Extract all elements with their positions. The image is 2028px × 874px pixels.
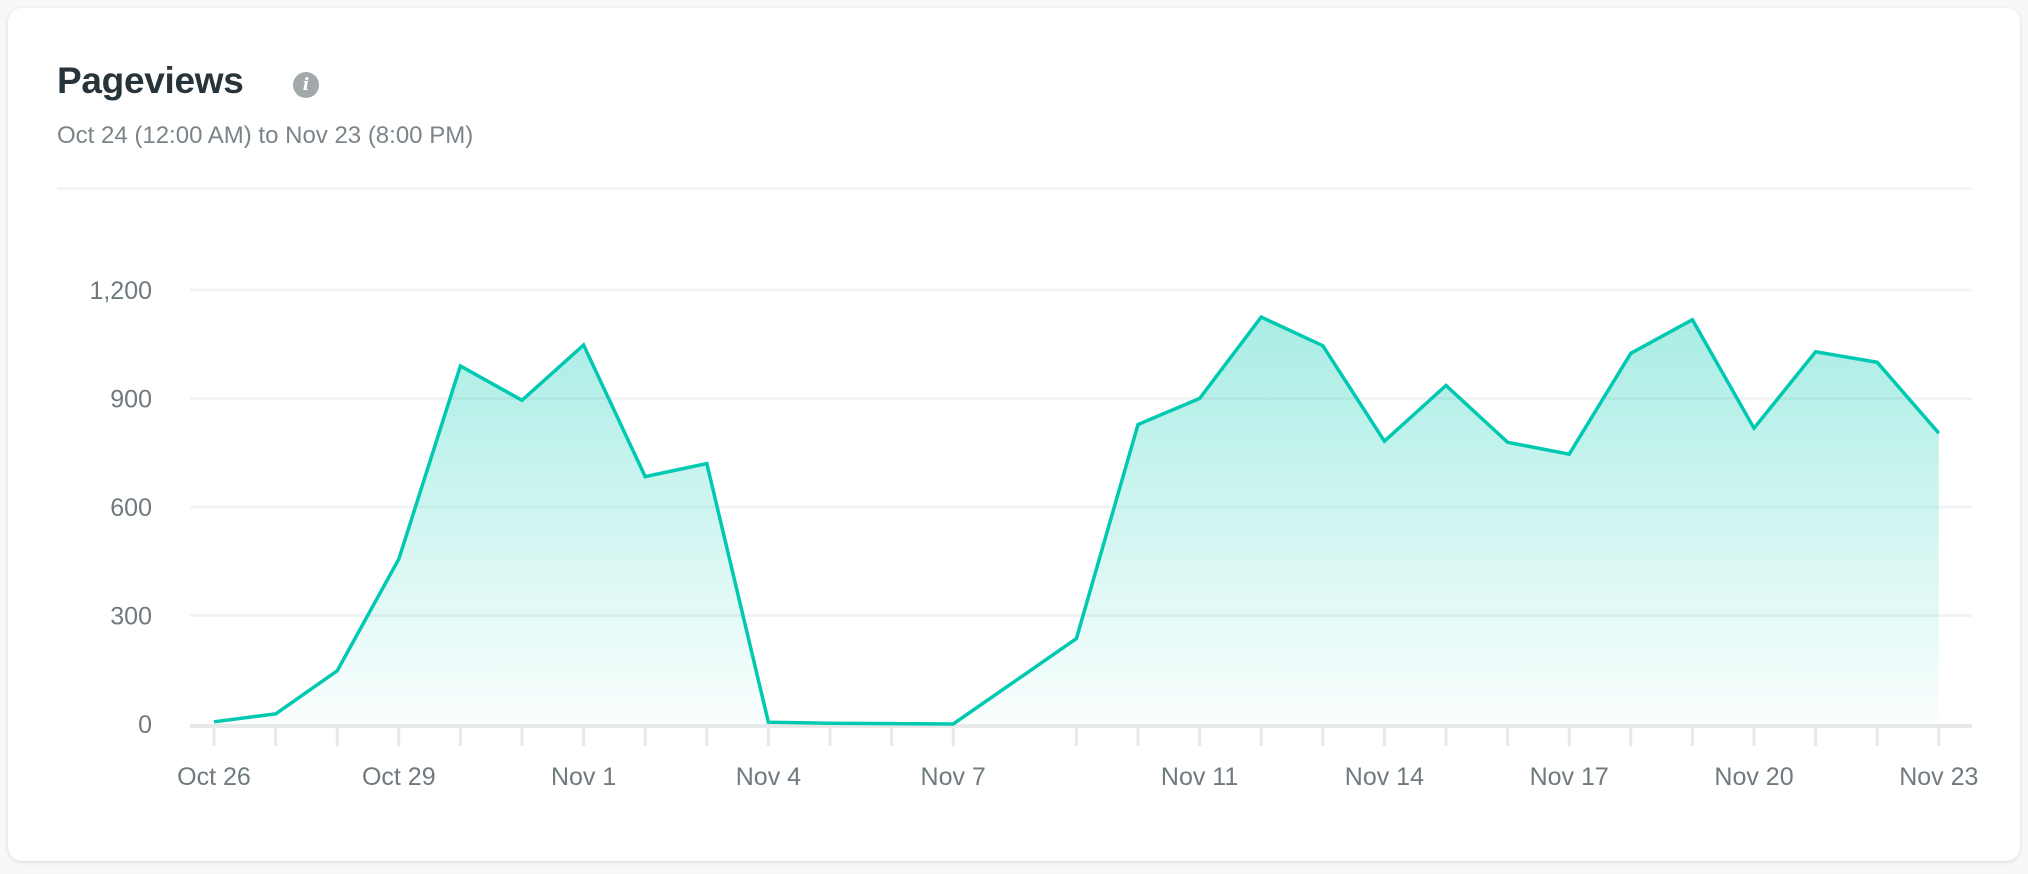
y-tick-label: 600: [110, 494, 152, 522]
x-tick-label: Nov 7: [921, 763, 986, 791]
x-tick-label: Nov 11: [1161, 763, 1238, 791]
y-tick-label: 900: [110, 386, 152, 414]
x-tick-label: Nov 20: [1714, 763, 1793, 791]
x-tick-label: Oct 29: [362, 763, 436, 791]
y-tick-label: 0: [138, 711, 152, 739]
series-line: [213, 314, 1941, 726]
y-tick-label: 1,200: [89, 277, 152, 305]
x-tick-label: Nov 23: [1899, 763, 1978, 791]
info-icon[interactable]: i: [293, 72, 319, 98]
x-tick-label: Nov 17: [1530, 763, 1609, 791]
card-title: Pageviews: [57, 60, 244, 101]
x-tick-label: Nov 14: [1345, 763, 1424, 791]
x-tick-label: Oct 26: [177, 763, 251, 791]
date-range-subtitle: Oct 24 (12:00 AM) to Nov 23 (8:00 PM): [57, 122, 474, 149]
area-fill: [214, 317, 1939, 724]
x-tick-label: Nov 4: [736, 763, 801, 791]
y-tick-label: 300: [110, 603, 152, 631]
divider: [57, 187, 1972, 190]
x-tick-label: Nov 1: [551, 763, 616, 791]
